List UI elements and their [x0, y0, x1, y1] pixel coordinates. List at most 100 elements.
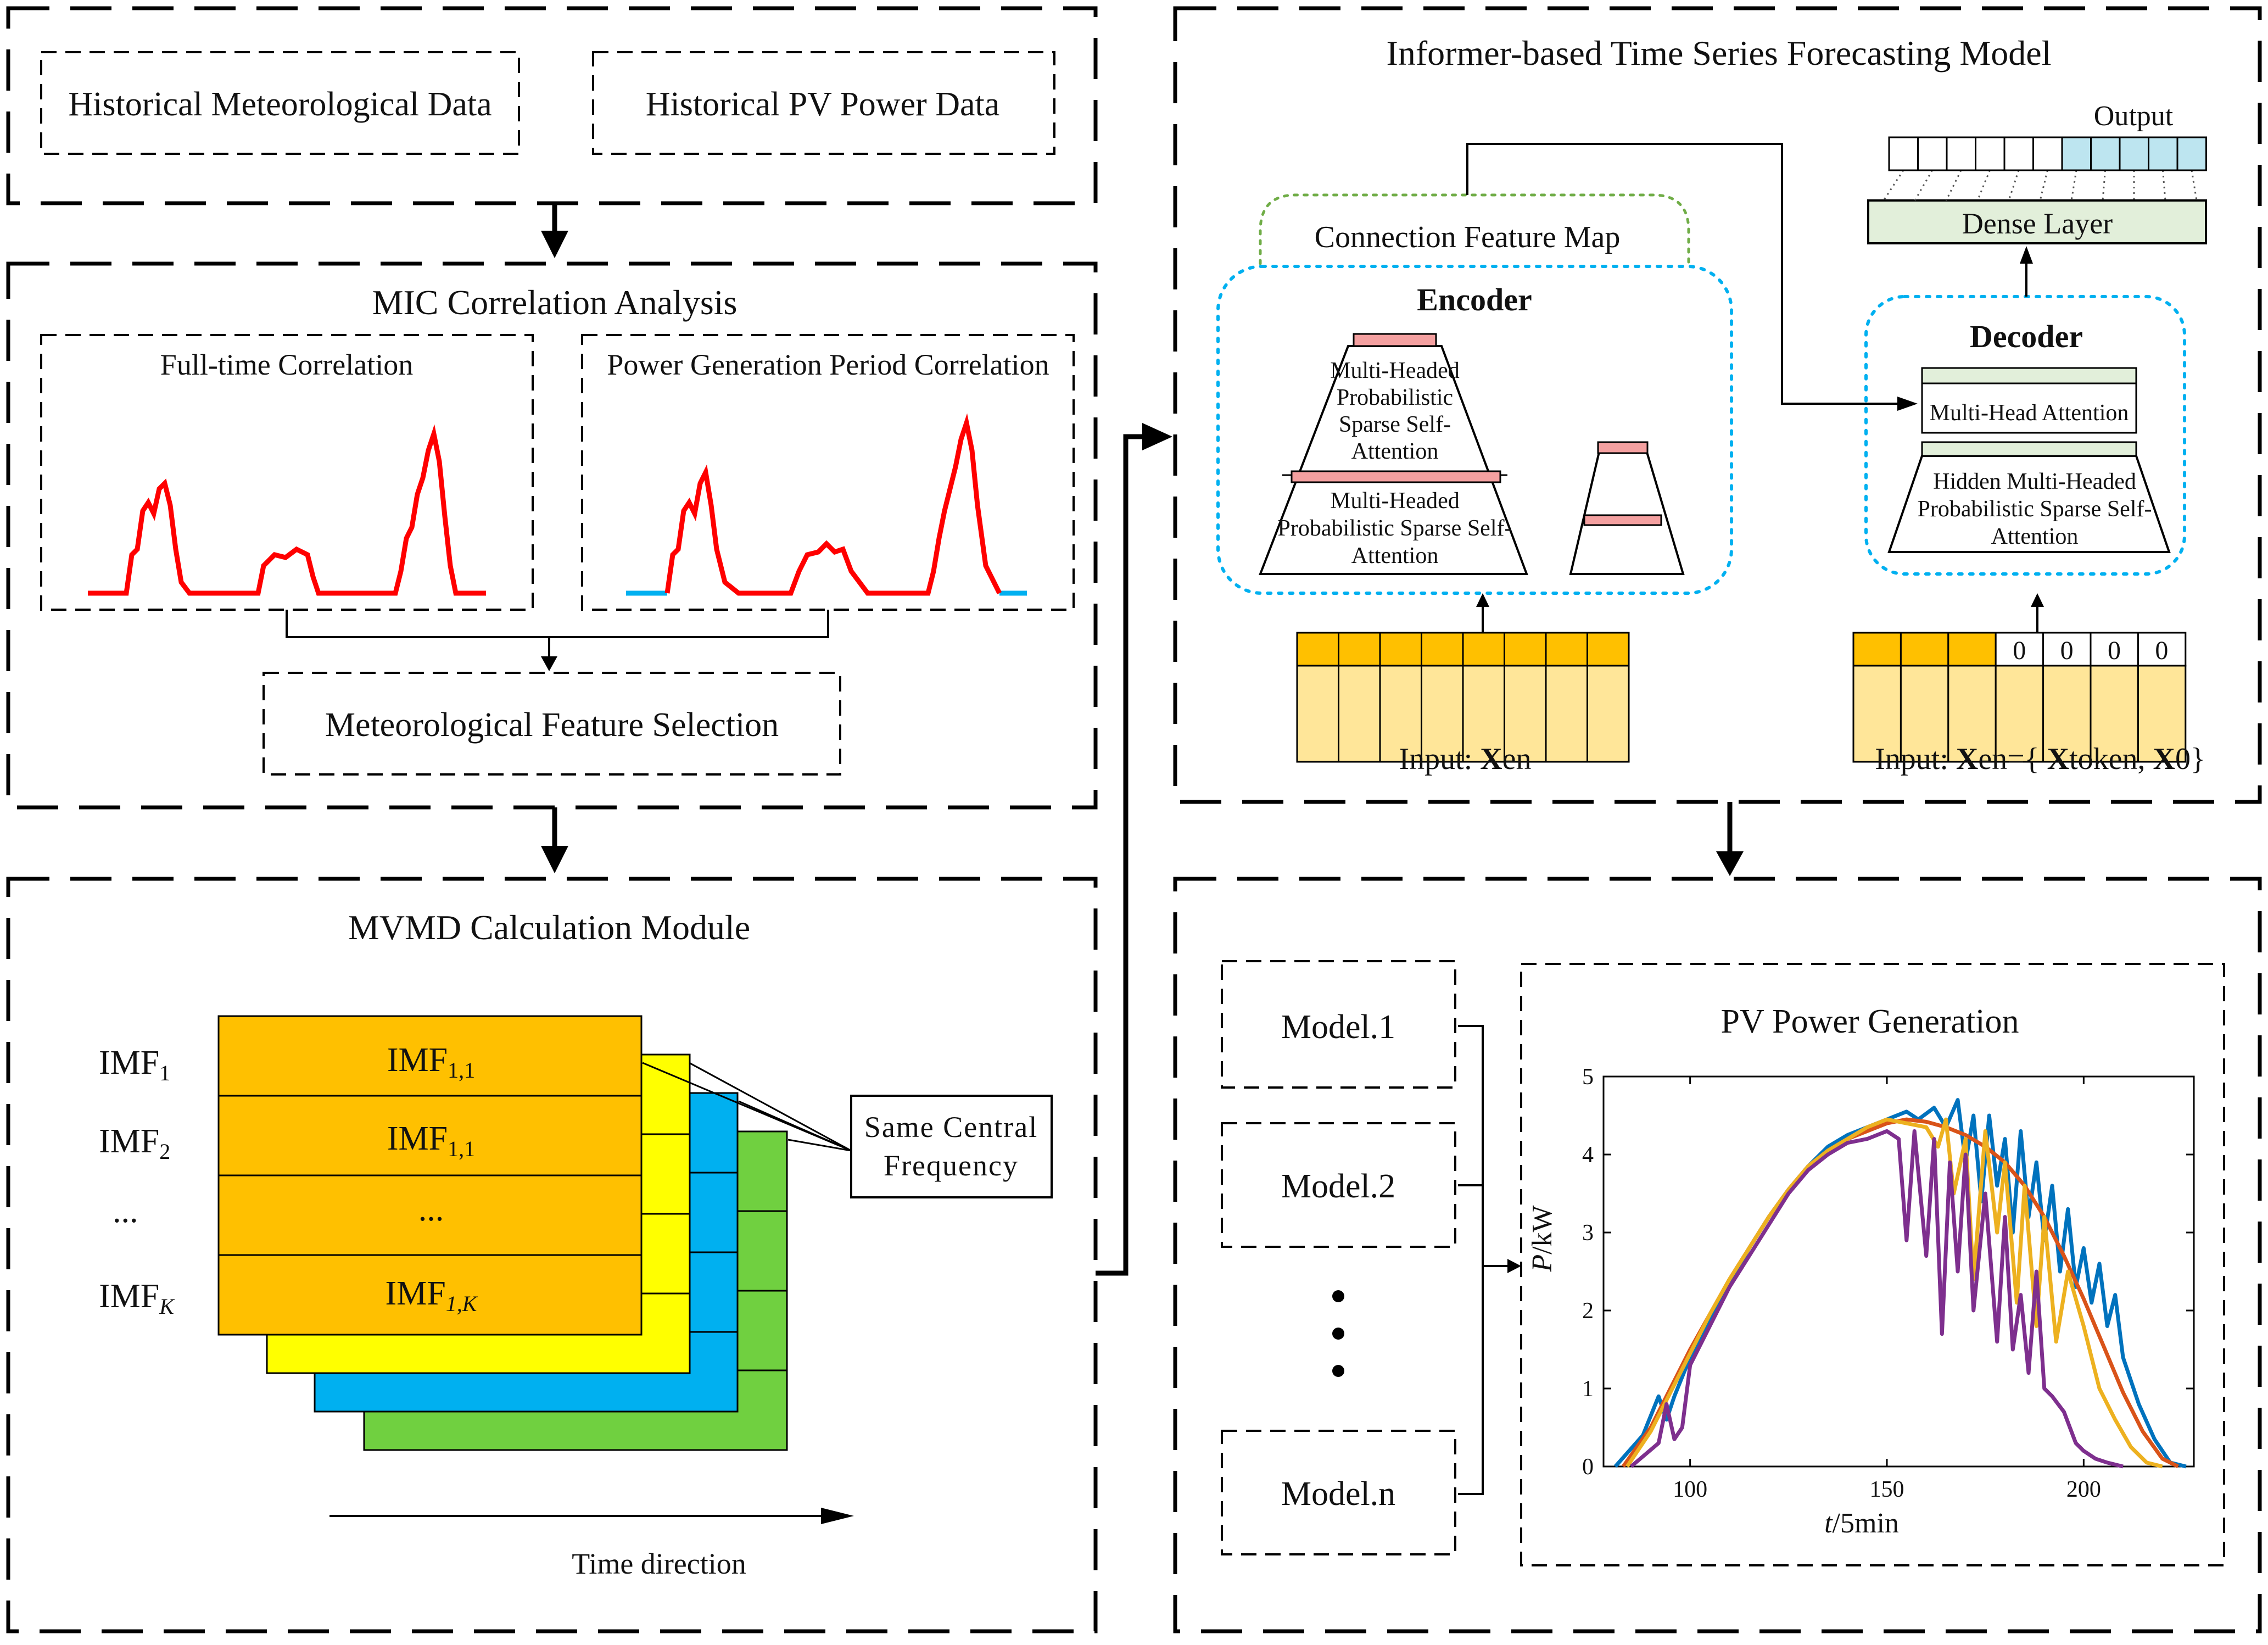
encoder-attn1-line1: Multi-Headed [1330, 358, 1460, 383]
dense-output-link [2102, 170, 2106, 201]
encoder-attn1-header [1353, 333, 1437, 347]
connector-mvmd-to-informer-head [1142, 423, 1172, 450]
model-n-box [1221, 1430, 1456, 1555]
decoder-mha-top-header [1921, 367, 2137, 384]
decoder-input-cell [1900, 632, 1949, 667]
imf-row-label-ellipsis: ... [113, 1192, 138, 1230]
historical-meteorological-data-label: Historical Meteorological Data [68, 86, 491, 123]
mvmd-title: MVMD Calculation Module [348, 908, 750, 947]
encoder-input-cell [1587, 665, 1630, 763]
power-generation-period-correlation-label: Power Generation Period Correlation [607, 348, 1049, 381]
encoder-to-decoder-connector [1466, 143, 1906, 405]
model-ellipsis-dot-3 [1332, 1365, 1344, 1377]
encoder-trapezoid-small [1569, 444, 1685, 575]
time-direction-arrow-head [821, 1508, 854, 1524]
encoder-attn1-line2: Probabilistic [1337, 385, 1453, 410]
decoder-input-cell [1947, 665, 1997, 763]
output-cell [2032, 136, 2063, 171]
arrow-informer-to-prediction-head [1716, 851, 1744, 876]
full-time-correlation-curve [88, 424, 486, 596]
connection-feature-map-label: Connection Feature Map [1315, 220, 1621, 254]
encoder-input-cell [1545, 665, 1588, 763]
output-cell [2061, 136, 2092, 171]
input-data-panel: Historical Meteorological Data Historica… [6, 6, 1098, 205]
encoder-attn2-line3: Attention [1351, 543, 1439, 568]
decoder-mha-label: Multi-Head Attention [1930, 400, 2129, 426]
dense-output-link [1914, 170, 1933, 201]
dense-output-link [1882, 170, 1904, 201]
informer-panel: Informer-based Time Series Forecasting M… [1173, 6, 2262, 804]
mvmd-panel: MVMD Calculation Module IMF1 IMF2 ... IM… [6, 877, 1098, 1633]
encoder-input-cell [1296, 632, 1339, 667]
decoder-input-cell [2137, 665, 2187, 763]
encoder-to-decoder-arrow-head [1897, 397, 1918, 411]
arrow-input-to-mic-head [541, 231, 568, 258]
output-cell [1888, 136, 1919, 171]
decoder-input-cell [1852, 632, 1902, 667]
encoder-input-cell [1379, 632, 1422, 667]
model-ellipsis-dot-2 [1332, 1328, 1344, 1340]
encoder-label: Encoder [1417, 282, 1532, 317]
output-cell [2119, 136, 2149, 171]
output-cell [1917, 136, 1948, 171]
decoder-input-cell [1995, 665, 2044, 763]
chart-plot-area [1602, 1075, 2195, 1468]
mic-correlation-panel: MIC Correlation Analysis Full-time Corre… [6, 261, 1098, 810]
decoder-hidden-line3: Attention [1991, 524, 2079, 549]
y-tick-label: 0 [1582, 1454, 1594, 1480]
informer-title: Informer-based Time Series Forecasting M… [1387, 34, 2052, 73]
model-2-label: Model.2 [1281, 1168, 1395, 1205]
dense-layer-label: Dense Layer [1962, 207, 2113, 240]
decoder-input-cell [1947, 632, 1997, 667]
chart-title: PV Power Generation [1721, 1003, 2019, 1040]
meteorological-feature-selection-label: Meteorological Feature Selection [325, 706, 779, 744]
encoder-input-grid [1296, 632, 1630, 763]
decoder-input-cell [1900, 665, 1949, 763]
dense-layer-box [1867, 199, 2207, 244]
merge-arrow-head [541, 656, 557, 671]
layer-cell-label-2: IMF1,1 [387, 1120, 475, 1161]
model-1-box [1221, 960, 1456, 1089]
y-tick-label: 1 [1582, 1376, 1594, 1402]
dense-output-link [2008, 170, 2020, 201]
output-cell [2090, 136, 2121, 171]
output-cell [2148, 136, 2178, 171]
decoder-input-label: Input: Xen={ Xtoken, X0} [1875, 742, 2205, 776]
encoder-input-cell [1338, 665, 1381, 763]
encoder-small-header-1 [1597, 441, 1649, 454]
x-tick-label: 100 [1673, 1477, 1707, 1502]
output-cell [2003, 136, 2034, 171]
decoder-input-cell [2137, 632, 2187, 667]
chart-xlabel: t/5min [1824, 1508, 1899, 1539]
time-direction-label: Time direction [572, 1547, 746, 1580]
imf-row-label-1: IMF1 [99, 1044, 170, 1085]
dense-output-link [1945, 170, 1962, 201]
layer-cell-label-1: IMF1,1 [387, 1041, 475, 1083]
decoder-hidden-header [1921, 441, 2137, 457]
model-n-label: Model.n [1281, 1475, 1395, 1513]
same-central-frequency-box [850, 1095, 1053, 1198]
full-time-correlation-box [40, 334, 534, 611]
decoder-label: Decoder [1970, 319, 2083, 354]
decoder-zero-token: 0 [2155, 636, 2168, 665]
decoder-zero-token: 0 [2013, 636, 2026, 665]
layer-cell-label-k: IMF1,K [386, 1275, 478, 1316]
decoder-input-cell [2042, 632, 2092, 667]
dense-to-output-dotted-lines [1882, 170, 2198, 201]
encoder-small-header-2 [1583, 514, 1662, 526]
merge-connector [286, 610, 829, 638]
meteorological-feature-selection-box [262, 672, 841, 776]
encoder-input-cell [1504, 665, 1547, 763]
encoder-attn2-line1: Multi-Headed [1330, 488, 1460, 514]
connection-feature-map-outline [1259, 193, 1690, 265]
dense-output-link [2162, 170, 2166, 201]
output-grid [1888, 136, 2207, 171]
full-time-correlation-label: Full-time Correlation [160, 348, 413, 381]
series-line-yellow [1625, 1117, 2163, 1469]
model-2-box [1221, 1122, 1456, 1248]
chart-ylabel: P/kW [1527, 1205, 1558, 1272]
output-cell [2176, 136, 2207, 171]
model-ellipsis-dot-1 [1332, 1290, 1344, 1302]
output-cell [1975, 136, 2006, 171]
encoder-input-cell [1421, 632, 1464, 667]
